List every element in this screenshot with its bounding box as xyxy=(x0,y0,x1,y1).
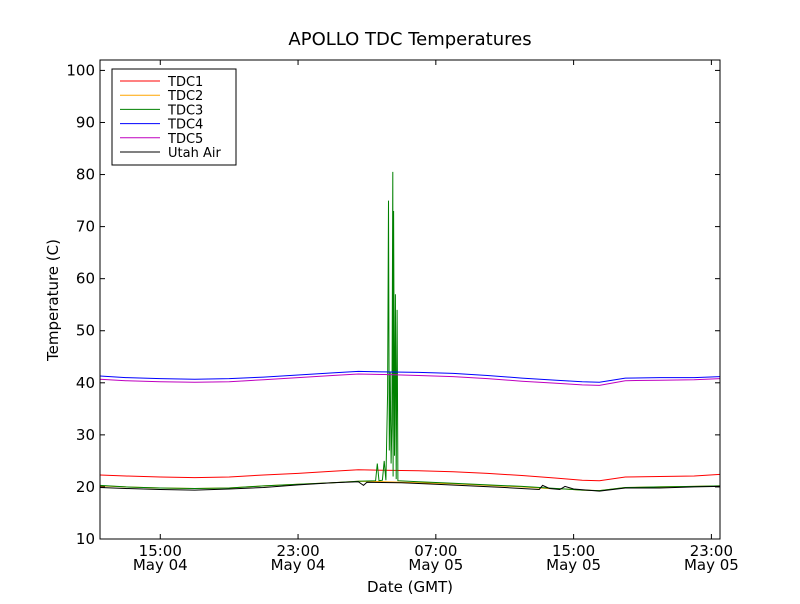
legend-label-tdc4: TDC4 xyxy=(167,118,203,133)
legend-label-utah-air: Utah Air xyxy=(168,146,221,161)
series-line-tdc5 xyxy=(99,373,721,386)
y-tick-label: 30 xyxy=(76,426,95,444)
series-line-utah-air xyxy=(99,481,721,492)
x-tick-label-time: 07:00 xyxy=(414,542,457,560)
legend-label-tdc2: TDC2 xyxy=(167,89,203,104)
legend-label-tdc3: TDC3 xyxy=(167,103,203,118)
x-tick-label-date: May 05 xyxy=(546,556,601,574)
y-tick-label: 80 xyxy=(76,166,95,184)
y-axis: 10 20 30 40 50 60 70 80 90 100 xyxy=(66,61,720,548)
y-tick-label: 90 xyxy=(76,113,95,131)
plot-frame xyxy=(99,59,721,540)
y-tick-label: 20 xyxy=(76,478,95,496)
x-tick-label-time: 23:00 xyxy=(690,542,733,560)
chart-title: APOLLO TDC Temperatures xyxy=(288,29,531,50)
series-line-tdc1 xyxy=(99,469,721,482)
y-tick-label: 10 xyxy=(76,530,95,548)
x-tick-label-date: May 05 xyxy=(408,556,463,574)
x-tick-label-time: 15:00 xyxy=(552,542,595,560)
y-tick-label: 70 xyxy=(76,218,95,236)
series-line-tdc4 xyxy=(99,370,721,383)
x-tick-label-date: May 04 xyxy=(133,556,188,574)
x-tick-label-time: 23:00 xyxy=(276,542,319,560)
y-tick-label: 60 xyxy=(76,270,95,288)
legend-label-tdc1: TDC1 xyxy=(167,75,203,90)
legend-box xyxy=(111,68,237,166)
x-tick-label-date: May 04 xyxy=(271,556,326,574)
legend-label-tdc5: TDC5 xyxy=(167,132,203,147)
x-tick-label-date: May 05 xyxy=(684,556,739,574)
x-tick-label-time: 15:00 xyxy=(139,542,182,560)
series-layer xyxy=(99,171,721,492)
y-tick-label: 50 xyxy=(76,322,95,340)
y-tick-label: 100 xyxy=(66,61,95,79)
y-axis-label: Temperature (C) xyxy=(44,239,62,362)
y-tick-label: 40 xyxy=(76,374,95,392)
x-axis-label: Date (GMT) xyxy=(367,578,453,596)
